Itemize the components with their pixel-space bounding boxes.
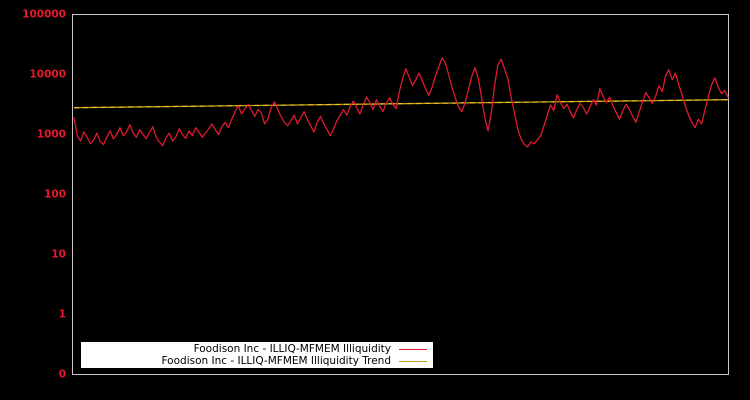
y-tick-label: 1000 xyxy=(37,129,66,141)
legend-line-sample-trend xyxy=(399,360,427,362)
y-tick-label: 100 xyxy=(44,189,66,201)
y-tick-label: 10 xyxy=(51,249,66,261)
legend-item-trend: Foodison Inc - ILLIQ-MFMEM Illiquidity T… xyxy=(81,355,427,367)
y-tick-label: 0 xyxy=(59,369,66,381)
legend-label-illiquidity: Foodison Inc - ILLIQ-MFMEM Illiquidity xyxy=(193,343,391,355)
y-tick-label: 10000 xyxy=(29,69,66,81)
illiquidity-trend-line-dashes xyxy=(73,99,729,109)
y-tick-label: 100000 xyxy=(22,9,66,21)
legend-line-sample-illiquidity xyxy=(399,348,427,350)
y-tick-label: 1 xyxy=(59,309,66,321)
legend-label-trend: Foodison Inc - ILLIQ-MFMEM Illiquidity T… xyxy=(161,355,391,367)
legend: Foodison Inc - ILLIQ-MFMEM Illiquidity F… xyxy=(81,342,433,368)
legend-item-illiquidity: Foodison Inc - ILLIQ-MFMEM Illiquidity xyxy=(81,343,427,355)
illiquidity-series-line xyxy=(73,57,729,148)
plot-frame xyxy=(72,14,729,375)
